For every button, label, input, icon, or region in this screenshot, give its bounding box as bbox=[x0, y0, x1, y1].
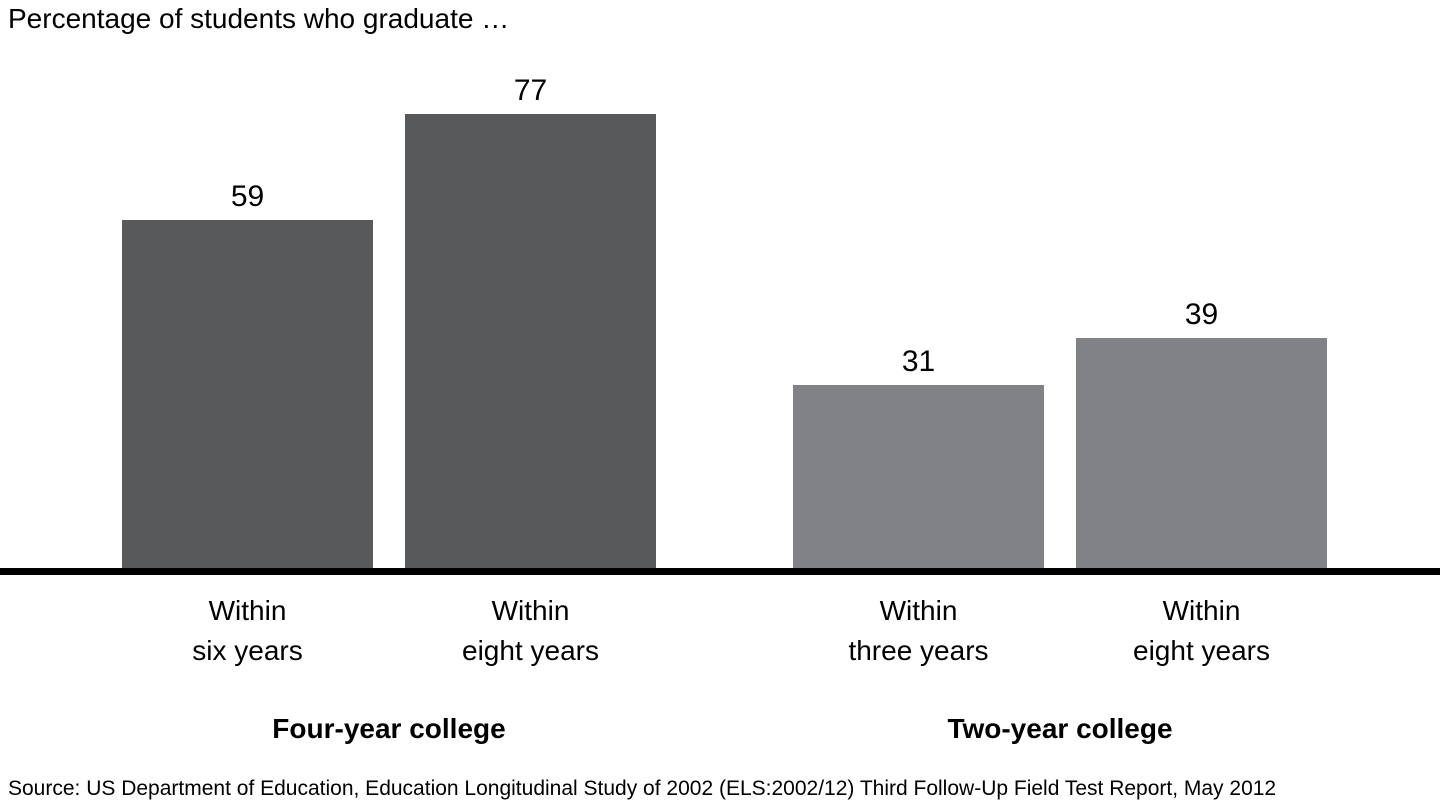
bar-value-label: 31 bbox=[901, 345, 936, 378]
bar-value-label: 77 bbox=[513, 74, 548, 107]
source-note: Source: US Department of Education, Educ… bbox=[8, 777, 1277, 800]
chart-title: Percentage of students who graduate … bbox=[8, 3, 510, 34]
bar-two-year-three-years bbox=[793, 385, 1044, 568]
group-label-four-year-college: Four-year college bbox=[272, 713, 506, 744]
bar-tick-label: Within eight years bbox=[1133, 595, 1270, 666]
bar-tick-label: Within six years bbox=[192, 595, 303, 666]
bar-four-year-six-years bbox=[122, 220, 373, 568]
bar-value-label: 59 bbox=[230, 180, 265, 213]
bar-tick-label: Within three years bbox=[848, 595, 989, 666]
group-label-two-year-college: Two-year college bbox=[947, 713, 1173, 744]
x-axis-line bbox=[0, 568, 1440, 575]
bar-four-year-eight-years bbox=[405, 114, 656, 568]
bar-two-year-eight-years bbox=[1076, 338, 1327, 568]
bar-value-label: 39 bbox=[1184, 298, 1219, 331]
bar-tick-label: Within eight years bbox=[462, 595, 599, 666]
